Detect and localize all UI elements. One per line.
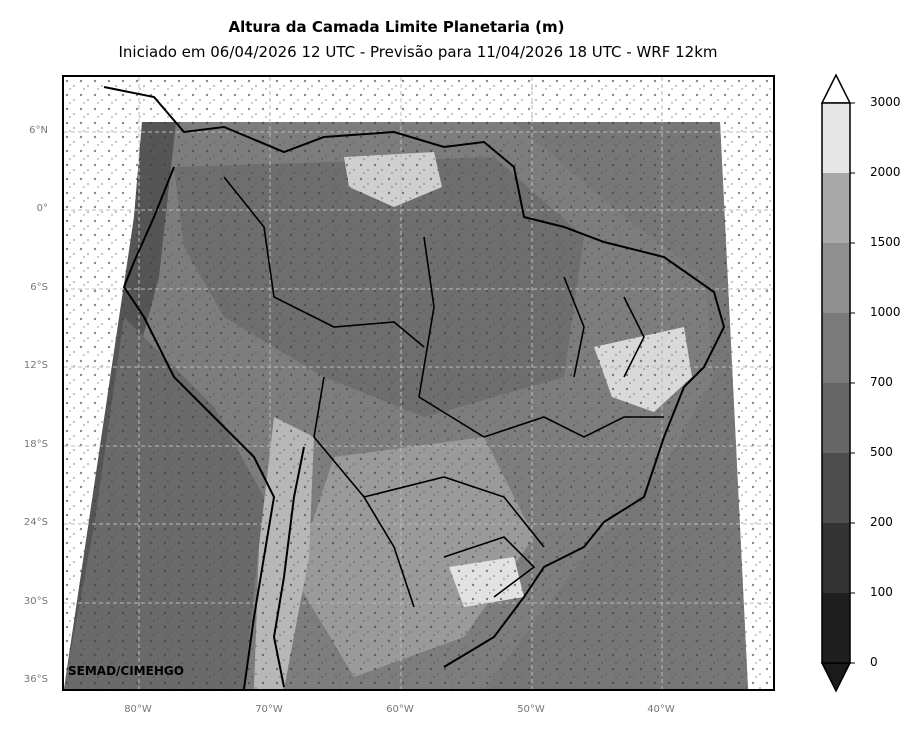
lat-label: 36°S <box>23 674 48 685</box>
colorbar-tick-label: 100 <box>870 585 893 599</box>
lat-label: 24°S <box>23 517 48 528</box>
graticule <box>64 77 773 689</box>
colorbar-segment <box>822 103 850 173</box>
lat-label: 12°S <box>23 360 48 371</box>
map-title: Altura da Camada Limite Planetaria (m) <box>228 18 565 36</box>
lat-label: 6°S <box>30 282 48 293</box>
colorbar-tick-label: 1000 <box>870 305 901 319</box>
colorbar <box>820 74 855 693</box>
lat-label: 0° <box>36 203 48 214</box>
colorbar-tick-label: 1500 <box>870 235 901 249</box>
borders <box>223 176 664 608</box>
map-subtitle: Iniciado em 06/04/2026 12 UTC - Previsão… <box>118 43 718 61</box>
lon-label: 60°W <box>386 704 414 715</box>
lat-label: 18°S <box>23 439 48 450</box>
lon-label: 50°W <box>517 704 545 715</box>
lon-label: 40°W <box>647 704 675 715</box>
pbl-height-map <box>64 77 773 689</box>
colorbar-segment <box>822 243 850 313</box>
colorbar-tick-label: 0 <box>870 655 878 669</box>
colorbar-tick-label: 200 <box>870 515 893 529</box>
colorbar-segment <box>822 173 850 243</box>
credit-label: SEMAD/CIMEHGO <box>68 664 184 678</box>
colorbar-segment <box>822 453 850 523</box>
colorbar-segment <box>822 383 850 453</box>
colorbar-segment <box>822 313 850 383</box>
lon-label: 80°W <box>124 704 152 715</box>
colorbar-segment <box>822 523 850 593</box>
colorbar-tick-label: 700 <box>870 375 893 389</box>
colorbar-segment <box>822 593 850 663</box>
lat-label: 30°S <box>23 596 48 607</box>
colorbar-tick-label: 500 <box>870 445 893 459</box>
map-panel <box>62 75 775 691</box>
lat-label: 6°N <box>29 125 48 136</box>
colorbar-max-arrow <box>820 74 852 104</box>
colorbar-min-arrow <box>820 662 852 693</box>
lon-label: 70°W <box>255 704 283 715</box>
coastlines <box>103 86 726 689</box>
colorbar-tick-label: 2000 <box>870 165 901 179</box>
colorbar-tick-label: 3000 <box>870 95 901 109</box>
